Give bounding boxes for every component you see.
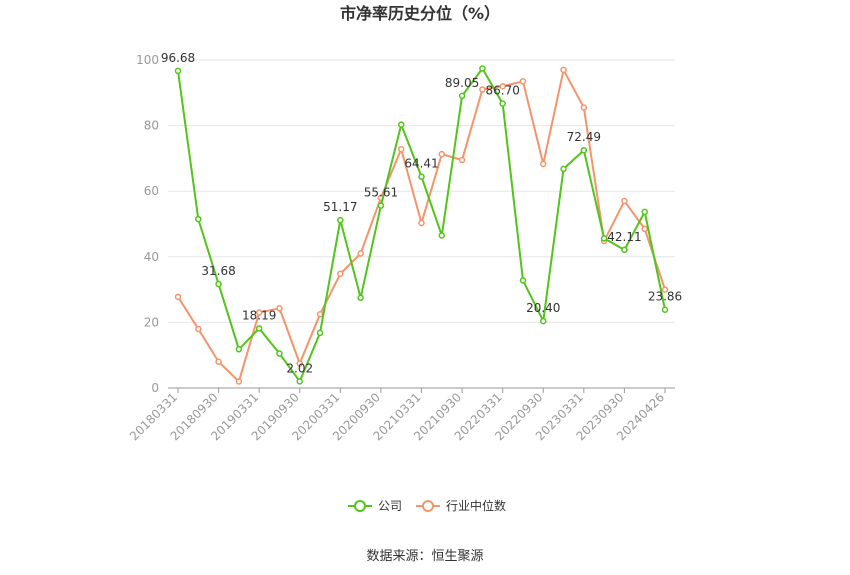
company-point [621, 246, 628, 254]
company-point [499, 100, 506, 107]
industry-point [195, 325, 202, 333]
data-label: 18.19 [242, 308, 276, 322]
y-tick-label: 100 [136, 53, 159, 67]
legend: 公司 行业中位数 [348, 498, 506, 513]
industry-point [235, 378, 243, 385]
legend-swatch-marker [354, 500, 366, 512]
company-point [174, 67, 182, 75]
industry-point [621, 197, 628, 205]
industry-point [276, 305, 283, 312]
legend-label: 公司 [378, 499, 402, 513]
company-point [641, 208, 648, 216]
company-point [195, 215, 202, 223]
data-label: 72.49 [567, 130, 601, 144]
data-label: 64.41 [404, 157, 438, 171]
data-label: 2.02 [286, 361, 313, 375]
industry-point [316, 310, 324, 318]
data-label: 31.68 [201, 264, 235, 278]
industry-point [661, 286, 669, 293]
data-label: 89.05 [445, 76, 479, 90]
data-label: 55.61 [364, 186, 398, 200]
company-point [316, 329, 324, 337]
industry-point [215, 358, 222, 366]
y-tick-label: 20 [144, 315, 159, 329]
data-label: 51.17 [323, 200, 357, 214]
industry-point [540, 160, 547, 168]
industry-point [458, 156, 466, 164]
company-point [337, 216, 344, 224]
company-point [357, 294, 364, 302]
data-label: 23.86 [648, 290, 682, 304]
axis-layer: 0204060801002018033120180930201903312019… [127, 53, 675, 443]
legend-item-company: 公司 [348, 499, 402, 513]
industry-point [580, 104, 588, 111]
industry-point [357, 250, 364, 257]
company-point [397, 121, 405, 128]
company-point [438, 232, 446, 239]
company-point [458, 92, 466, 100]
y-tick-label: 0 [151, 381, 159, 395]
company-point [255, 325, 263, 332]
industry-point [418, 219, 425, 227]
y-tick-label: 40 [144, 250, 159, 264]
legend-item-industry: 行业中位数 [416, 498, 506, 513]
data-label: 96.68 [161, 51, 195, 65]
label-layer: 96.68 31.68 18.19 2.02 51.17 55.61 64.41 89.05 8… [161, 51, 682, 375]
y-tick-label: 60 [144, 184, 159, 198]
company-point [276, 350, 283, 357]
company-point [296, 378, 303, 385]
company-point [661, 306, 669, 313]
industry-point [560, 66, 567, 74]
industry-point [438, 150, 446, 158]
industry-point [337, 270, 344, 278]
company-point [418, 173, 425, 180]
industry-point [397, 145, 405, 153]
industry-point [255, 309, 263, 316]
data-label: 86.70 [485, 84, 519, 98]
chart-title: 市净率历史分位（%） [340, 4, 500, 23]
legend-label: 行业中位数 [446, 498, 506, 513]
company-point [377, 202, 385, 209]
company-point [600, 235, 608, 242]
industry-point [519, 78, 527, 85]
industry-point [641, 225, 648, 233]
industry-point [174, 293, 182, 301]
data-label: 42.11 [607, 230, 641, 244]
company-point [235, 346, 243, 353]
company-point [560, 165, 567, 173]
company-point [215, 280, 222, 288]
industry-point [296, 360, 303, 367]
series-layer [174, 65, 669, 385]
y-tick-label: 80 [144, 119, 159, 133]
company-point [580, 146, 588, 154]
company-point [540, 317, 547, 325]
source-text: 数据来源：恒生聚源 [366, 549, 483, 564]
company-point [479, 65, 486, 72]
grid-layer [168, 59, 675, 323]
industry-point [499, 82, 506, 90]
legend-swatch-marker [422, 500, 434, 512]
data-label: 20.40 [526, 301, 560, 315]
company-point [519, 277, 527, 284]
industry-point [479, 86, 486, 93]
